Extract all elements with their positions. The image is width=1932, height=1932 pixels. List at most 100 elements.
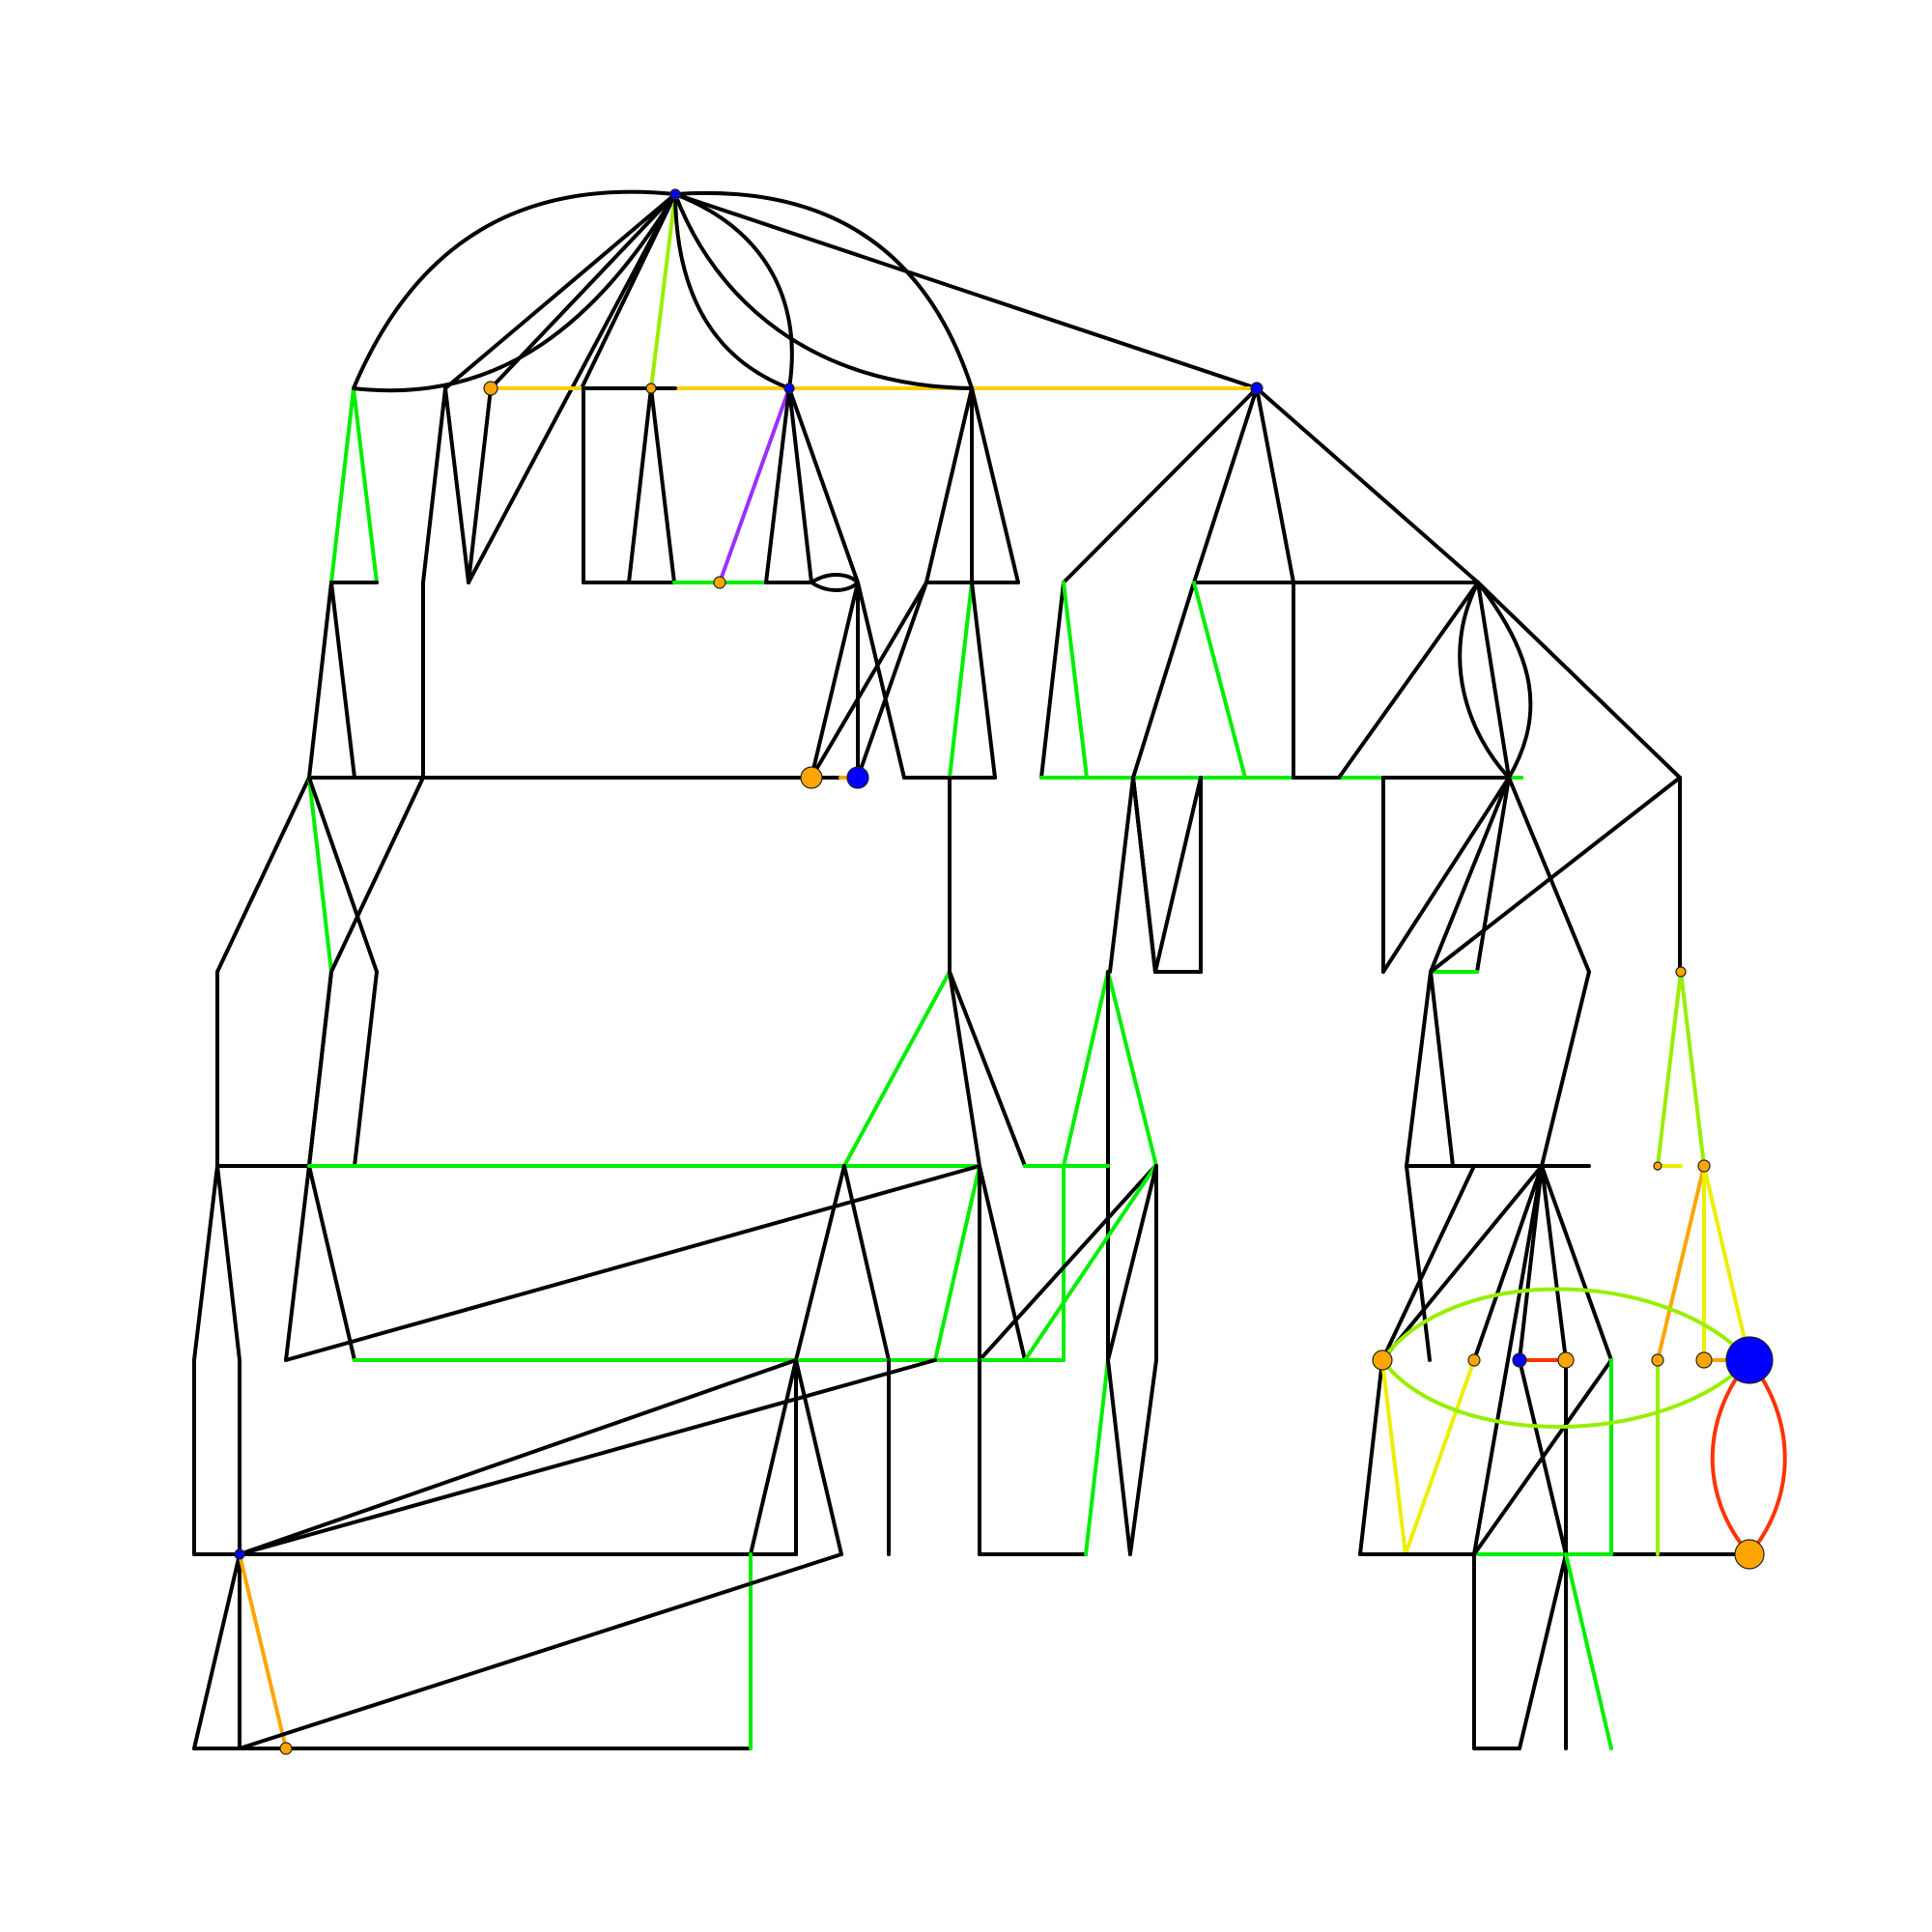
edge-line (856, 581, 928, 780)
edge-line (329, 581, 356, 780)
edge-line (1108, 776, 1135, 974)
edge-curve (352, 192, 677, 393)
edge-line (307, 776, 379, 974)
edge-curve (1747, 1358, 1787, 1556)
edge-line (353, 970, 379, 1168)
graph-node-hub-mid (783, 383, 795, 394)
edge-curve (1476, 581, 1533, 780)
edge-line (284, 1164, 981, 1362)
edge-line (307, 581, 333, 780)
edge-line (787, 386, 860, 584)
edge-line (215, 776, 311, 974)
edge-line (1429, 776, 1511, 974)
graph-node-o12 (1695, 1351, 1713, 1369)
edge-line (1702, 1164, 1751, 1362)
edge-curve (673, 192, 794, 390)
graph-node-o7 (1697, 1159, 1711, 1173)
edge-line (1106, 1358, 1132, 1556)
edge-line (1518, 1552, 1568, 1750)
edge-line (443, 192, 677, 390)
edge-line (192, 1164, 219, 1362)
edge-line (948, 970, 1027, 1168)
edge-line (1106, 1164, 1158, 1362)
edge-line (1476, 581, 1511, 780)
edge-line (1472, 1164, 1544, 1556)
edge-line (1337, 581, 1480, 780)
graph-nodes (234, 188, 1774, 1755)
edge-line (673, 192, 1259, 390)
edge-line (1039, 581, 1065, 780)
graph-node-b1 (846, 766, 869, 789)
edge-line (810, 581, 928, 780)
edge-line (215, 1164, 242, 1362)
edge-line (1084, 1358, 1110, 1556)
edge-line (1131, 776, 1157, 974)
edge-line (238, 1358, 798, 1556)
edge-line (933, 1164, 981, 1362)
edge-line (1475, 776, 1511, 974)
edge-line (787, 386, 813, 584)
edge-line (1656, 970, 1683, 1168)
edge-line (329, 776, 425, 974)
edge-curve (673, 192, 974, 390)
edge-line (1679, 970, 1706, 1168)
edge-line (238, 1552, 843, 1750)
edge-line (842, 970, 952, 1168)
edge-line (1518, 1358, 1568, 1556)
edge-curve (810, 573, 860, 584)
edge-line (329, 386, 355, 584)
edge-line (307, 970, 333, 1168)
edge-line (924, 386, 974, 584)
graph-node-o14 (279, 1742, 293, 1755)
edge-line (764, 386, 791, 584)
edge-line (1405, 970, 1433, 1168)
edge-line (627, 386, 653, 584)
edge-line (1062, 581, 1089, 780)
edge-curve (673, 190, 974, 390)
edge-line (443, 386, 470, 584)
edge-line (1380, 1164, 1544, 1362)
graph-node-o11 (1651, 1353, 1664, 1367)
graph-node-o13 (1734, 1539, 1765, 1570)
edge-line (1153, 776, 1203, 974)
graph-node-b4 (234, 1548, 245, 1560)
edge-line (1507, 776, 1591, 974)
edge-line (1472, 1164, 1544, 1362)
edge-line (1131, 581, 1196, 780)
edge-line (649, 386, 676, 584)
edge-line (794, 1164, 846, 1362)
edge-curve (673, 192, 791, 390)
edge-line (1062, 970, 1110, 1168)
edge-line (1429, 970, 1455, 1168)
graph-node-o9 (1467, 1353, 1481, 1367)
edge-line (1564, 1552, 1613, 1750)
graph-node-o2 (645, 383, 657, 394)
edge-line (192, 1552, 242, 1750)
edge-line (948, 970, 981, 1168)
edge-line (284, 1164, 311, 1362)
edge-line (1380, 1164, 1476, 1362)
edge-line (1476, 581, 1682, 780)
graph-node-hub-right (1250, 382, 1264, 395)
edge-line (1540, 1164, 1613, 1362)
edge-line (856, 581, 906, 780)
graph-node-o8 (1372, 1350, 1393, 1371)
edge-curve (1458, 581, 1511, 780)
graph-node-o4 (800, 766, 823, 789)
edge-curve (1380, 1358, 1751, 1429)
edge-curve (810, 581, 860, 592)
graph-node-o3 (713, 576, 726, 589)
edge-line (1062, 386, 1259, 584)
edge-line (978, 1164, 1027, 1362)
edge-line (1255, 386, 1295, 584)
edge-line (352, 386, 379, 584)
edge-line (1429, 776, 1682, 974)
edge-line (1192, 581, 1247, 780)
edge-line (1023, 1164, 1157, 1362)
edge-line (794, 1358, 843, 1556)
edge-curve (1380, 1287, 1751, 1362)
edge-line (948, 581, 974, 780)
edge-line (1381, 776, 1511, 974)
edge-line (1255, 386, 1480, 584)
